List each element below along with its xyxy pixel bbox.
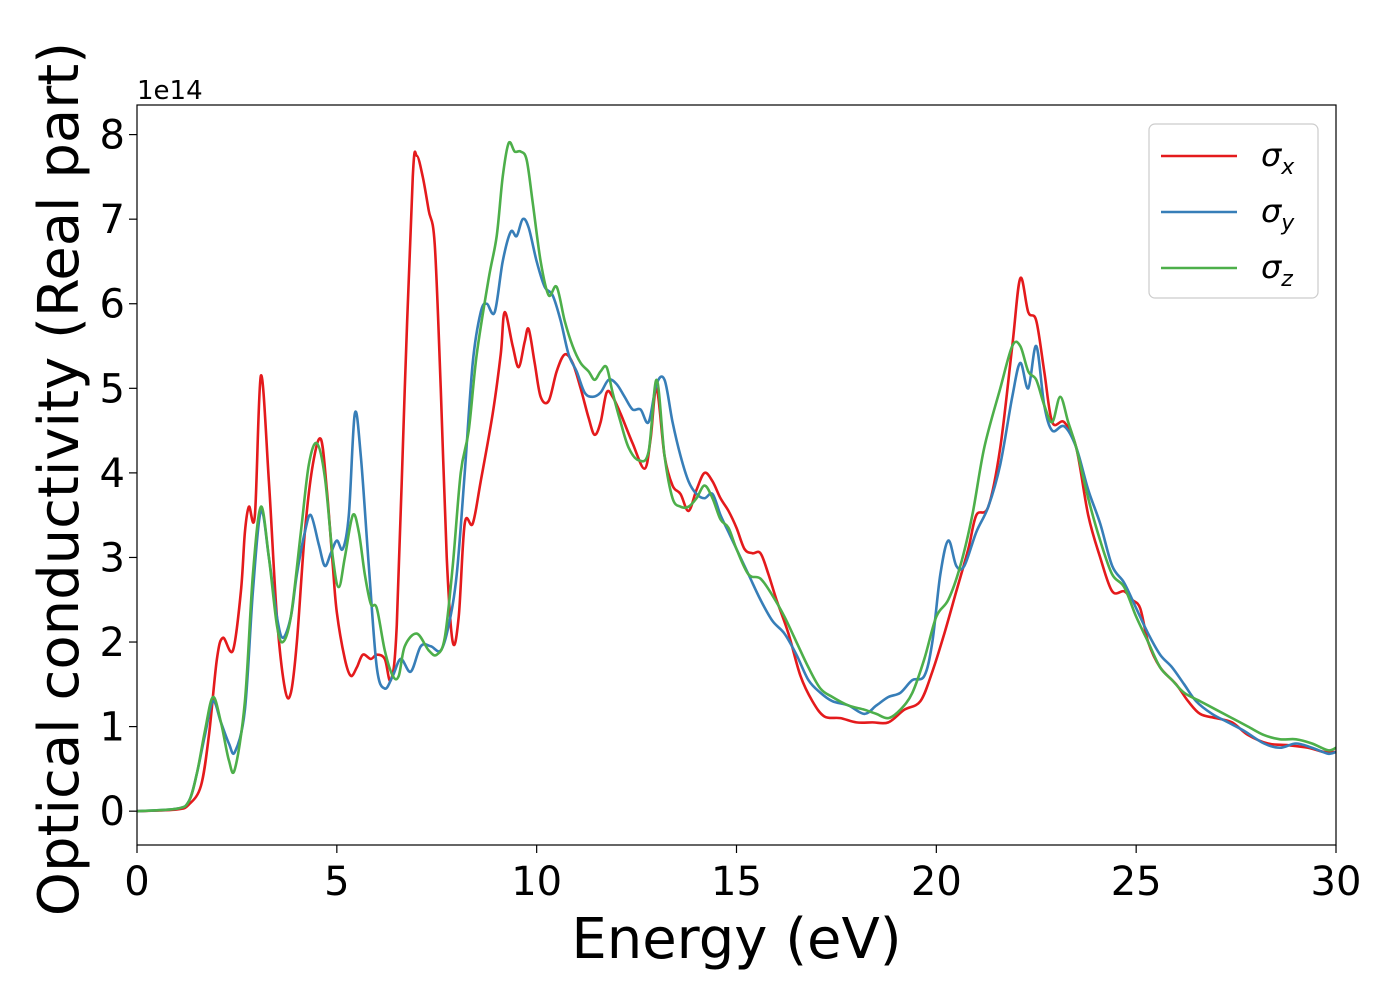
y-tick-label: 7 [100,197,125,243]
x-axis-title: Energy (eV) [571,907,901,972]
y-tick-label: 5 [100,366,125,412]
x-tick-label: 30 [1311,859,1362,905]
x-tick-label: 25 [1111,859,1162,905]
x-tick-label: 20 [911,859,962,905]
y-axis: 0 1 2 3 4 5 6 7 8 [100,113,137,835]
y-axis-title: Optical conductivity (Real part) [27,42,92,916]
y-tick-label: 2 [100,620,125,666]
series-line-y [137,217,1336,813]
x-tick-label: 0 [124,859,149,905]
y-offset-label: 1e14 [137,76,203,106]
y-tick-label: 3 [100,535,125,581]
y-tick-label: 0 [100,789,125,835]
series-layer [137,140,1336,813]
x-axis: 0 5 10 15 20 25 30 [124,845,1361,905]
y-tick-label: 6 [100,282,125,328]
series-line-x [137,150,1336,813]
y-tick-label: 1 [100,705,125,751]
series-line-z [137,140,1336,813]
y-tick-label: 4 [100,451,125,497]
x-tick-label: 10 [511,859,562,905]
x-tick-label: 5 [324,859,349,905]
x-tick-label: 15 [711,859,762,905]
y-tick-label: 8 [100,113,125,159]
